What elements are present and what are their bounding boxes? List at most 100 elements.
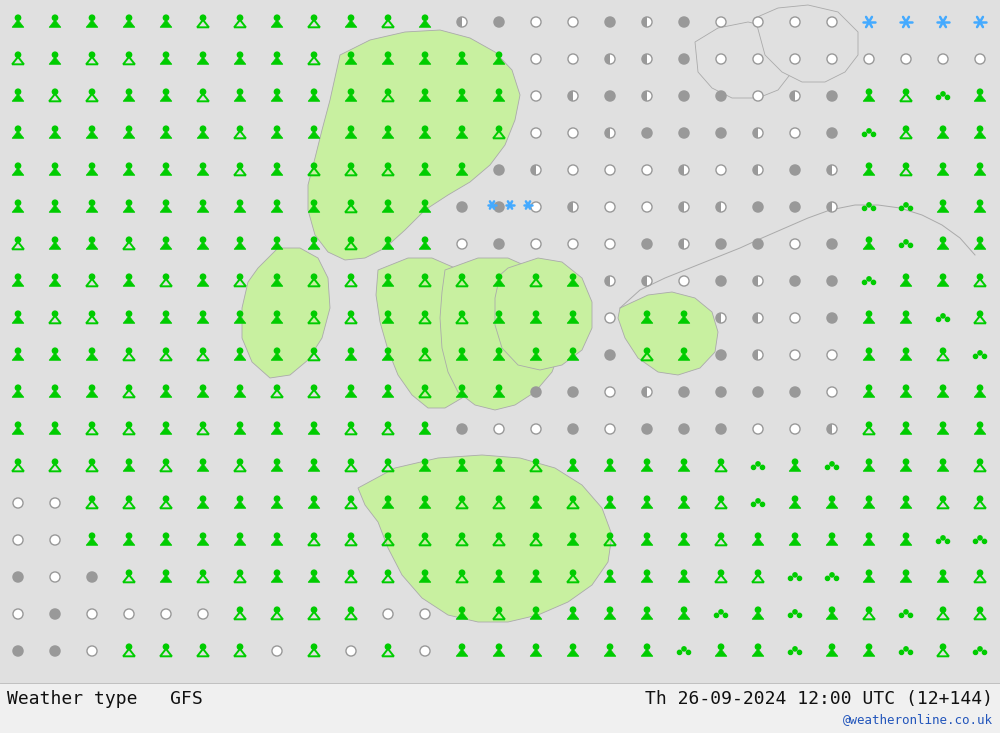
Circle shape [311,237,317,243]
Circle shape [642,424,652,434]
Wedge shape [827,165,832,175]
Circle shape [871,206,876,210]
Polygon shape [974,242,986,249]
Circle shape [200,237,206,243]
Circle shape [274,200,280,205]
Circle shape [940,163,946,169]
Circle shape [237,163,243,169]
Polygon shape [695,22,792,98]
Polygon shape [678,353,690,361]
Polygon shape [123,316,135,323]
Circle shape [385,274,391,279]
Circle shape [940,274,946,279]
Circle shape [867,203,871,207]
Circle shape [237,200,243,205]
Circle shape [866,348,872,353]
Circle shape [642,17,652,27]
Circle shape [348,570,354,575]
Circle shape [385,15,391,21]
Circle shape [827,165,837,175]
Circle shape [348,200,354,205]
Circle shape [496,126,502,131]
Polygon shape [604,501,616,508]
Circle shape [348,607,354,613]
Circle shape [753,202,763,212]
Circle shape [570,311,576,317]
Circle shape [753,54,763,64]
Polygon shape [495,258,592,370]
Bar [0,683,1000,733]
Circle shape [15,422,21,427]
Circle shape [866,311,872,317]
Wedge shape [753,128,758,138]
Circle shape [607,607,613,613]
Circle shape [89,89,95,95]
Circle shape [570,570,576,575]
Circle shape [311,126,317,131]
Circle shape [198,609,208,619]
Circle shape [940,644,946,649]
Circle shape [237,570,243,575]
Polygon shape [863,501,875,508]
Circle shape [311,496,317,501]
Circle shape [679,387,689,397]
Polygon shape [86,20,98,27]
Circle shape [346,646,356,656]
Circle shape [790,202,800,212]
Polygon shape [567,353,579,361]
Circle shape [163,274,169,279]
Polygon shape [345,94,357,101]
Polygon shape [86,242,98,249]
Polygon shape [160,575,172,582]
Polygon shape [49,390,61,397]
Circle shape [531,128,541,138]
Circle shape [348,459,354,465]
Wedge shape [568,202,573,212]
Polygon shape [86,205,98,213]
Polygon shape [123,538,135,545]
Circle shape [124,609,134,619]
Polygon shape [271,464,283,471]
Circle shape [126,126,132,131]
Circle shape [607,496,613,501]
Circle shape [385,459,391,465]
Circle shape [385,385,391,391]
Circle shape [237,311,243,317]
Circle shape [494,202,504,212]
Circle shape [126,496,132,501]
Circle shape [862,206,867,210]
Circle shape [681,459,687,465]
Polygon shape [382,501,394,508]
Wedge shape [605,276,610,286]
Circle shape [385,52,391,57]
Polygon shape [160,242,172,249]
Circle shape [50,572,60,582]
Circle shape [866,163,872,169]
Circle shape [385,533,391,539]
Polygon shape [567,464,579,471]
Circle shape [753,276,763,286]
Circle shape [827,17,837,27]
Polygon shape [493,390,505,397]
Circle shape [13,646,23,656]
Circle shape [200,348,206,353]
Wedge shape [753,276,758,286]
Polygon shape [530,501,542,508]
Circle shape [681,570,687,575]
Circle shape [50,646,60,656]
Circle shape [15,15,21,21]
Polygon shape [382,131,394,139]
Circle shape [163,15,169,21]
Polygon shape [678,316,690,323]
Circle shape [605,17,615,27]
Circle shape [494,424,504,434]
Polygon shape [863,316,875,323]
Polygon shape [234,353,246,361]
Circle shape [163,644,169,649]
Circle shape [496,385,502,391]
Polygon shape [197,242,209,249]
Circle shape [862,132,867,136]
Polygon shape [900,464,912,471]
Circle shape [605,387,615,397]
Circle shape [237,644,243,649]
